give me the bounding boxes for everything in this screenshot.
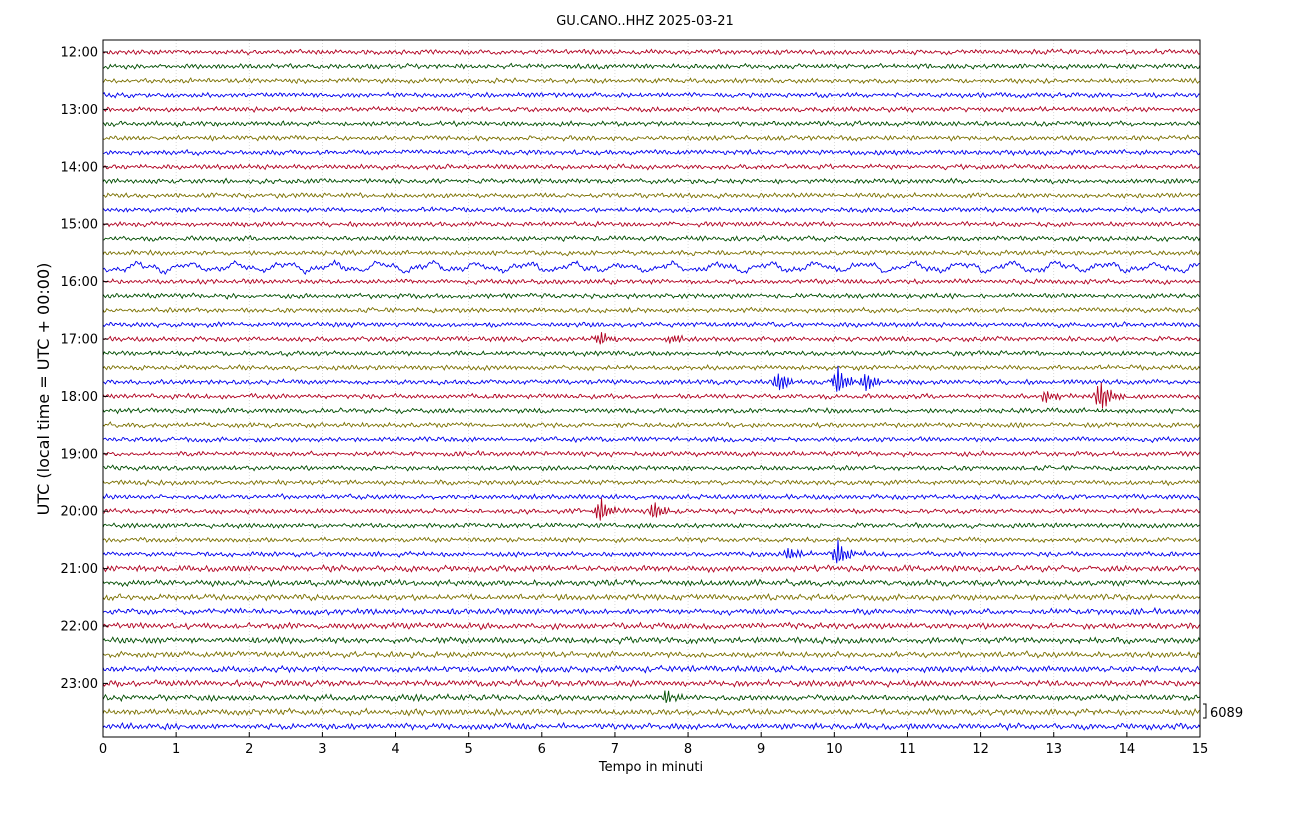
seismic-trace: [102, 421, 1201, 429]
y-tick-label: 15:00: [61, 218, 98, 233]
scale-label: 6089: [1210, 706, 1243, 721]
seismic-trace: [102, 249, 1201, 257]
x-tick-label: 14: [1119, 742, 1136, 757]
seismic-trace: [102, 365, 1201, 392]
x-tick-label: 10: [826, 742, 843, 757]
seismic-traces: [102, 48, 1201, 732]
y-axis-label: UTC (local time = UTC + 00:00): [34, 263, 53, 516]
seismic-trace: [102, 536, 1201, 544]
y-tick-label: 12:00: [61, 46, 98, 61]
seismic-trace: [102, 478, 1201, 487]
seismic-trace: [102, 278, 1201, 286]
y-tick-label: 22:00: [61, 620, 98, 635]
y-axis-ticks: 12:00 13:00 14:00 15:00 16:00 17:00 18:00 19:00…: [61, 46, 108, 692]
seismic-trace: [102, 234, 1201, 243]
seismic-trace: [102, 621, 1201, 631]
seismic-trace: [102, 134, 1201, 142]
x-tick-label: 0: [99, 742, 107, 757]
x-axis-ticks: 0 1 2 3 4 5 6 7 8 9 10 11 12 13 14 15: [99, 732, 1208, 757]
x-tick-label: 15: [1192, 742, 1209, 757]
y-tick-label: 19:00: [61, 447, 98, 462]
seismic-trace: [102, 690, 1201, 703]
seismic-trace: [102, 77, 1201, 85]
seismic-trace: [102, 650, 1201, 659]
seismic-trace: [102, 382, 1201, 409]
seismic-trace: [102, 498, 1201, 521]
x-tick-label: 4: [391, 742, 399, 757]
seismic-trace: [102, 664, 1201, 674]
seismic-trace: [102, 578, 1201, 588]
seismic-trace: [102, 206, 1201, 214]
y-tick-label: 16:00: [61, 275, 98, 290]
seismic-trace: [102, 721, 1201, 732]
seismic-trace: [102, 220, 1201, 228]
x-tick-label: 8: [684, 742, 692, 757]
seismic-trace: [102, 48, 1201, 56]
seismic-trace: [102, 306, 1201, 315]
seismic-trace: [102, 593, 1201, 603]
seismic-trace: [102, 521, 1201, 530]
y-tick-label: 21:00: [61, 562, 98, 577]
x-tick-label: 6: [538, 742, 546, 757]
seismic-trace: [102, 321, 1201, 329]
seismic-trace: [102, 148, 1201, 157]
plot-frame: [102, 39, 1201, 738]
x-tick-label: 7: [611, 742, 619, 757]
seismic-trace: [102, 407, 1201, 415]
seismic-trace: [102, 91, 1201, 99]
seismic-trace: [102, 450, 1201, 458]
y-tick-label: 13:00: [61, 103, 98, 118]
seismic-trace: [102, 292, 1201, 300]
seismic-trace: [102, 120, 1201, 128]
seismic-trace: [102, 62, 1201, 71]
x-axis-label: Tempo in minuti: [598, 760, 703, 775]
seismic-trace: [102, 163, 1201, 171]
x-tick-label: 2: [245, 742, 253, 757]
x-tick-label: 1: [172, 742, 180, 757]
seismic-trace: [102, 191, 1201, 199]
y-tick-label: 17:00: [61, 333, 98, 348]
seismic-trace: [102, 606, 1201, 617]
y-tick-label: 18:00: [61, 390, 98, 405]
scale-indicator: 6089: [1203, 703, 1243, 721]
grid-lines: [102, 40, 1201, 737]
seismic-trace: [102, 105, 1201, 114]
seismic-trace: [102, 539, 1201, 564]
y-tick-label: 20:00: [61, 505, 98, 520]
y-tick-label: 23:00: [61, 677, 98, 692]
seismic-trace: [102, 259, 1201, 276]
chart-title: GU.CANO..HHZ 2025-03-21: [556, 14, 734, 29]
y-tick-label: 14:00: [61, 160, 98, 175]
seismic-trace: [102, 349, 1201, 358]
x-tick-label: 9: [757, 742, 765, 757]
x-tick-label: 11: [899, 742, 916, 757]
seismic-trace: [102, 636, 1201, 645]
seismic-trace: [102, 707, 1201, 717]
seismic-trace: [102, 493, 1201, 501]
x-tick-label: 13: [1045, 742, 1062, 757]
seismic-trace: [102, 435, 1201, 444]
x-tick-label: 12: [972, 742, 989, 757]
x-tick-label: 5: [465, 742, 473, 757]
seismic-trace: [102, 464, 1201, 472]
seismic-trace: [102, 563, 1201, 574]
seismic-trace: [102, 332, 1201, 345]
seismic-trace: [102, 678, 1201, 689]
seismic-trace: [102, 363, 1201, 372]
seismic-trace: [102, 177, 1201, 185]
x-tick-label: 3: [318, 742, 326, 757]
